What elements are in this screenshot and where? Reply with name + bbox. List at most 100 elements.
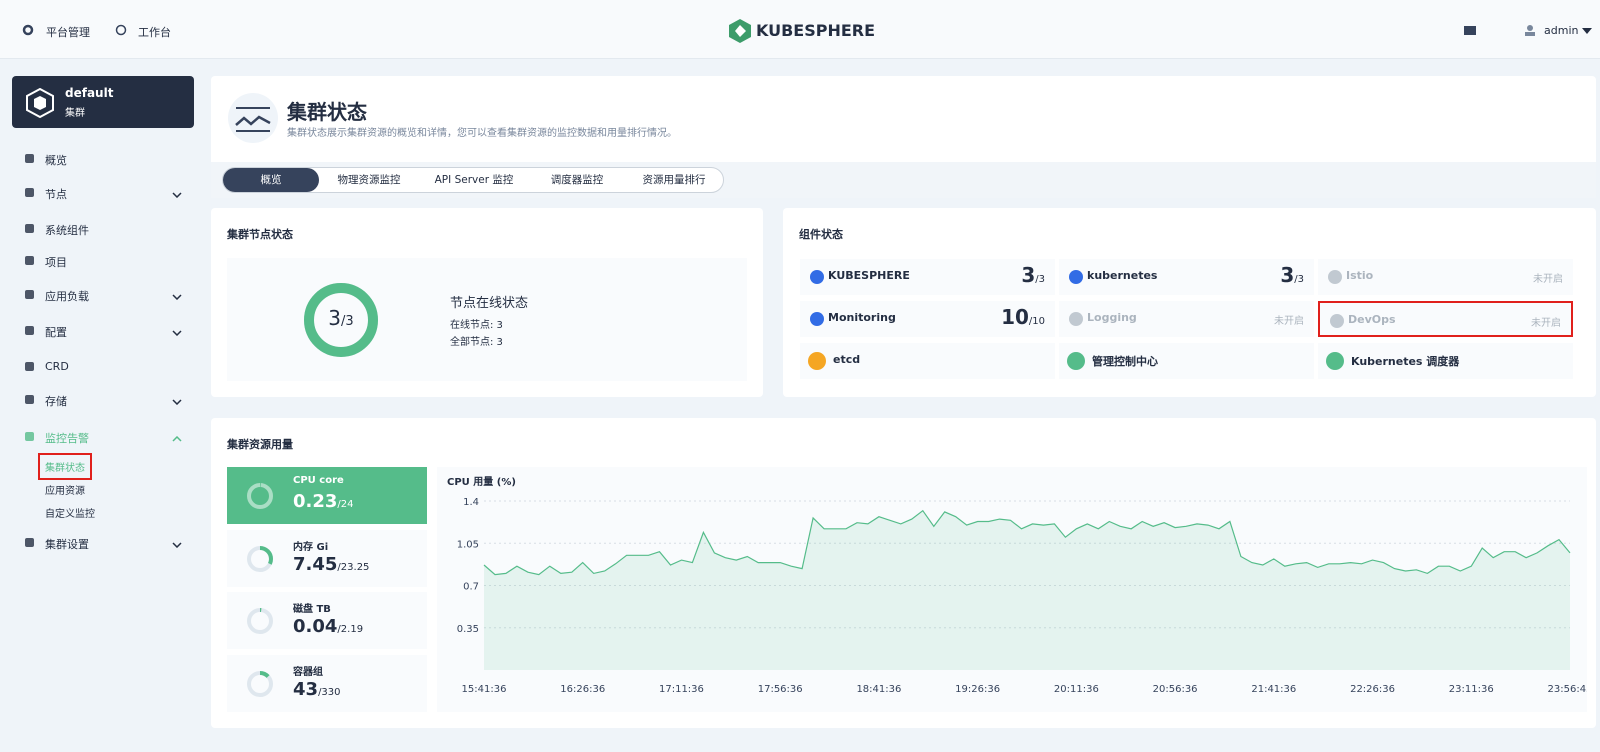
total: /24 <box>337 499 354 510</box>
component-icon <box>808 352 826 370</box>
component-icon <box>1069 270 1083 284</box>
icon-shape <box>810 270 824 284</box>
tab[interactable]: 调度器监控 <box>550 174 604 186</box>
x-tick-label: 20:11:36 <box>1054 684 1099 695</box>
total: /10 <box>1028 316 1045 327</box>
nav-subitem[interactable]: 自定义监控 <box>45 509 95 520</box>
x-tick-label: 21:41:36 <box>1251 684 1296 695</box>
chevron <box>172 294 182 300</box>
component-card: 组件状态 KUBESPHERE 3/3 kubernetes 3/3 Istio 未开启 M… <box>783 208 1596 397</box>
page-description: 集群状态展示集群资源的概览和详情，您可以查看集群资源的监控数据和用量排行情况。 <box>287 128 677 139</box>
resource-value: 43/330 <box>293 679 341 700</box>
notification-icon[interactable] <box>1464 26 1476 36</box>
page-banner: 集群状态 集群状态展示集群资源的概览和详情，您可以查看集群资源的监控数据和用量排… <box>211 76 1596 162</box>
ring-track <box>247 608 273 634</box>
tab-group: 概览 物理资源监控 API Server 监控 调度器监控 资源用量排行 <box>222 167 724 193</box>
nav-icon <box>25 256 34 265</box>
component-icon <box>1328 270 1342 284</box>
node-status-card: 集群节点状态 3/3 节点在线状态 在线节点: 3 全部节点: 3 <box>211 208 763 397</box>
nav-item[interactable]: 监控告警 <box>45 432 89 445</box>
tab[interactable]: API Server 监控 <box>434 174 514 186</box>
ring-arc <box>247 546 273 572</box>
resource-item[interactable]: CPU core 0.23/24 <box>227 467 427 524</box>
nav-item[interactable]: CRD <box>45 360 69 373</box>
node-detail: 在线节点: 3 <box>450 320 503 331</box>
dropdown-caret <box>1582 28 1592 34</box>
icon-shape <box>1069 312 1083 326</box>
x-tick-label: 17:11:36 <box>659 684 704 695</box>
resource-item[interactable]: 磁盘 TB 0.04/2.19 <box>227 592 427 649</box>
x-tick-label: 16:26:36 <box>560 684 605 695</box>
node-count: 3/3 <box>305 306 377 330</box>
component-icon <box>1326 352 1344 370</box>
nav-item[interactable]: 概览 <box>45 154 67 167</box>
nav-item[interactable]: 系统组件 <box>45 224 89 237</box>
node-heading: 节点在线状态 <box>450 296 529 311</box>
resource-item[interactable]: 内存 Gi 7.45/23.25 <box>227 530 427 587</box>
card-title: 集群节点状态 <box>227 228 293 241</box>
component-count: 10/10 <box>1001 305 1045 329</box>
resource-value: 0.23/24 <box>293 491 354 512</box>
chevron <box>172 436 182 442</box>
component-item: Kubernetes 调度器 <box>1318 343 1573 379</box>
component-icon <box>810 270 824 284</box>
component-name: DevOps <box>1348 313 1396 326</box>
total: /3 <box>1035 274 1045 285</box>
x-tick-label: 15:41:36 <box>462 684 507 695</box>
nav-item[interactable]: 存储 <box>45 395 67 408</box>
nav-icon <box>25 154 34 163</box>
component-status: 未开启 <box>1533 274 1563 285</box>
component-name: KUBESPHERE <box>828 269 910 282</box>
total-count: /3 <box>341 314 354 329</box>
x-tick-label: 19:26:36 <box>955 684 1000 695</box>
nav-item[interactable]: 配置 <box>45 326 67 339</box>
nav-chevron <box>172 330 182 336</box>
cluster-name: default <box>65 86 114 100</box>
nav-subitem[interactable]: 应用资源 <box>45 486 85 497</box>
ring-arc <box>247 483 273 509</box>
component-name: kubernetes <box>1087 269 1158 282</box>
component-count: 3/3 <box>1021 263 1045 287</box>
chevron <box>172 330 182 336</box>
line <box>483 509 1571 576</box>
nav-chevron <box>172 542 182 548</box>
icon-shape <box>808 352 826 370</box>
chart-title: CPU 用量 (%) <box>447 475 516 488</box>
nav-subitem[interactable]: 集群状态 <box>45 463 85 474</box>
tab[interactable]: 概览 <box>223 168 319 192</box>
component-item: Istio 未开启 <box>1318 259 1573 295</box>
nav-item[interactable]: 集群设置 <box>45 538 89 551</box>
resource-item[interactable]: 容器组 43/330 <box>227 655 427 712</box>
x-tick-label: 20:56:36 <box>1153 684 1198 695</box>
count: 3 <box>1280 263 1295 287</box>
tab[interactable]: 资源用量排行 <box>642 174 706 186</box>
resource-card: 集群资源用量 CPU core 0.23/24 内存 Gi 7.45/23.25 磁盘 … <box>211 418 1596 728</box>
count: 10 <box>1001 305 1029 329</box>
x-tick-label: 18:41:36 <box>856 684 901 695</box>
nav-item[interactable]: 节点 <box>45 188 67 201</box>
component-icon <box>1330 314 1344 328</box>
workbench-icon <box>115 24 127 36</box>
tab-strip: 概览 物理资源监控 API Server 监控 调度器监控 资源用量排行 <box>211 162 1596 198</box>
user-menu[interactable]: admin <box>1544 24 1579 37</box>
logo-icon <box>729 19 751 43</box>
icon-shape <box>1326 352 1344 370</box>
nav-icon <box>25 395 34 404</box>
value: 43 <box>293 679 319 700</box>
gear-icon <box>22 24 34 36</box>
y-tick-label: 0.7 <box>463 582 479 593</box>
user-icon <box>1525 25 1535 36</box>
value: 7.45 <box>293 554 338 575</box>
cluster-card[interactable]: default 集群 <box>12 76 194 128</box>
component-count: 3/3 <box>1280 263 1304 287</box>
nav-item[interactable]: 项目 <box>45 256 67 269</box>
cluster-icon <box>26 88 54 118</box>
component-item: Monitoring 10/10 <box>800 301 1055 337</box>
component-status: 未开启 <box>1531 318 1561 329</box>
workbench-link[interactable]: 工作台 <box>138 26 171 39</box>
nav-item[interactable]: 应用负载 <box>45 290 89 303</box>
icon-shape <box>810 312 824 326</box>
tab[interactable]: 物理资源监控 <box>337 174 401 186</box>
platform-link[interactable]: 平台管理 <box>46 26 90 39</box>
